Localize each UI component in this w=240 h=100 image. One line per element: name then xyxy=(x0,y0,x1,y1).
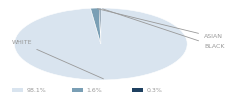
Wedge shape xyxy=(99,8,101,44)
Wedge shape xyxy=(90,8,101,44)
FancyBboxPatch shape xyxy=(12,88,23,92)
Text: ASIAN: ASIAN xyxy=(97,9,223,40)
Wedge shape xyxy=(14,8,187,80)
Text: 0.3%: 0.3% xyxy=(146,88,162,92)
FancyBboxPatch shape xyxy=(72,88,83,92)
Text: WHITE: WHITE xyxy=(12,40,103,79)
Text: 98.1%: 98.1% xyxy=(26,88,46,92)
FancyBboxPatch shape xyxy=(132,88,143,92)
Text: 1.6%: 1.6% xyxy=(86,88,102,92)
Text: BLACK: BLACK xyxy=(103,9,224,48)
